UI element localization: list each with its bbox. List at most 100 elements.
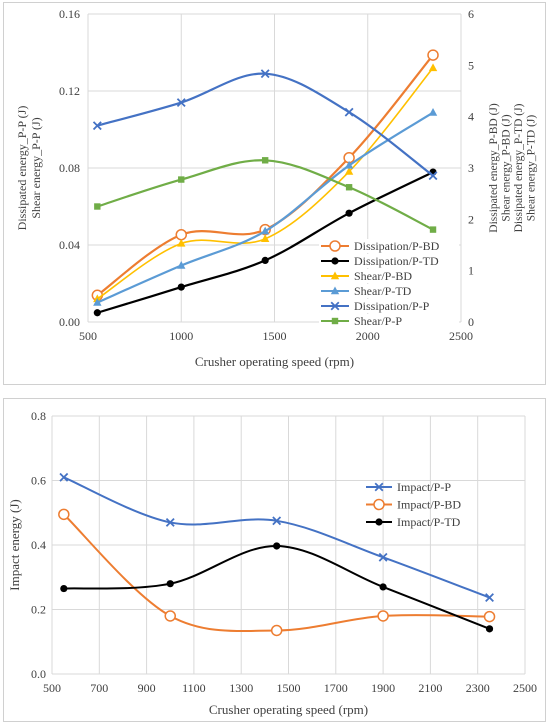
legend-entry: Impact/P-P: [397, 480, 451, 494]
data-point: [378, 552, 388, 562]
tick-labels: 0.00 0.04 0.08 0.12 0.16 0 1 2 3 4 5 6 500 1000 1500 20…: [59, 7, 474, 343]
legend-entry: Dissipation/P-BD: [354, 239, 440, 253]
data-point: [427, 49, 439, 61]
data-point: [176, 98, 186, 107]
y-left-tick-label: 0.16: [59, 7, 80, 21]
y-right-tick-label: 1: [468, 264, 474, 278]
data-point: [483, 610, 496, 623]
y-right-tick-label: 3: [468, 161, 474, 175]
data-point: [261, 157, 269, 164]
data-point: [177, 261, 186, 269]
legend-entry: Impact/P-BD: [397, 498, 461, 512]
x-tick-label: 900: [138, 681, 156, 695]
legend-bg: [319, 239, 459, 253]
x-tick-label: 2500: [513, 681, 537, 695]
bottom-chart-panel: 0.0 0.2 0.4 0.6 0.8 500 700 900 1100 1300 1500 1700…: [3, 398, 546, 722]
x-tick-label: 2100: [418, 681, 442, 695]
legend-marker: [331, 257, 339, 265]
y-tick-label: 0.2: [31, 603, 46, 617]
legend-marker: [373, 498, 385, 511]
x-tick-label: 1900: [371, 681, 395, 695]
data-point: [93, 297, 102, 306]
data-point: [165, 517, 175, 527]
y-left-tick-label: 0.12: [59, 84, 80, 98]
y-right-tick-label: 0: [468, 315, 474, 329]
legend-bg: [319, 314, 459, 328]
legend-marker: [330, 301, 340, 311]
y-right-tick-label: 5: [468, 58, 474, 72]
series-group: [91, 49, 439, 317]
x-tick-label: 2300: [466, 681, 490, 695]
legend-marker: [375, 518, 383, 526]
legend-bg: [319, 284, 459, 298]
x-axis-title: Crusher operating speed (rpm): [195, 354, 354, 369]
y-left-tick-label: 0.08: [59, 161, 80, 175]
x-tick-label: 700: [90, 681, 108, 695]
legend-entry: Impact/P-TD: [397, 515, 461, 529]
impact-energy-chart: 0.0 0.2 0.4 0.6 0.8 500 700 900 1100 1300 1500 1700…: [7, 409, 537, 717]
x-tick-label: 1500: [263, 329, 287, 343]
data-point: [175, 228, 187, 241]
legend: Impact/P-P Impact/P-BD Impact/P-TD: [366, 480, 461, 529]
legend-bg: [319, 269, 459, 283]
gridlines: [87, 13, 462, 323]
legend-entry: Shear/P-TD: [354, 284, 412, 298]
x-tick-label: 500: [43, 681, 61, 695]
data-point: [94, 203, 101, 210]
x-tick-label: 1500: [277, 681, 301, 695]
data-point: [429, 226, 437, 233]
legend-entry: Shear/P-BD: [354, 269, 412, 283]
data-point: [273, 542, 281, 550]
y-right-axis-title: Shear energy_P-BD (J): [501, 114, 513, 221]
legend-marker: [329, 240, 341, 252]
x-tick-label: 1100: [182, 681, 206, 695]
data-point: [93, 309, 101, 317]
data-point: [344, 107, 354, 117]
energy-chart: 0.00 0.04 0.08 0.12 0.16 0 1 2 3 4 5 6 500 1000 1500 20…: [15, 7, 538, 369]
x-tick-label: 1300: [229, 681, 253, 695]
data-point: [344, 167, 354, 175]
y-right-tick-label: 2: [468, 212, 474, 226]
data-point: [60, 584, 68, 593]
y-right-axis-title: Shear energy_P-TD (J): [526, 115, 538, 222]
data-point: [485, 625, 494, 633]
series-line: [63, 544, 490, 630]
top-chart-panel: 0.00 0.04 0.08 0.12 0.16 0 1 2 3 4 5 6 500 1000 1500 20…: [3, 2, 546, 385]
data-point: [178, 176, 185, 183]
data-point: [260, 226, 270, 235]
y-tick-label: 0.0: [31, 667, 46, 681]
data-point: [260, 234, 270, 243]
data-point: [344, 160, 354, 169]
series-line: [96, 159, 434, 231]
data-point: [58, 508, 70, 521]
legend-bg: [319, 254, 459, 268]
legend-marker: [330, 286, 340, 295]
data-point: [379, 583, 387, 591]
data-point: [345, 209, 353, 217]
data-point: [177, 238, 186, 247]
gridlines: [51, 415, 526, 675]
data-point: [270, 624, 283, 637]
data-point: [428, 108, 438, 116]
x-tick-label: 2000: [356, 329, 380, 343]
y-tick-label: 0.6: [31, 474, 46, 488]
y-right-tick-label: 4: [468, 110, 474, 124]
data-point: [377, 610, 389, 622]
data-point: [59, 472, 69, 482]
y-tick-label: 0.4: [31, 538, 46, 552]
legend-entry: Dissipation/P-TD: [354, 254, 439, 268]
data-point: [166, 580, 174, 588]
y-left-tick-label: 0.00: [59, 315, 80, 329]
data-point: [428, 63, 438, 72]
x-tick-label: 500: [79, 329, 97, 343]
data-point: [177, 283, 185, 291]
y-left-axis-title: Shear energy_P-P (J): [29, 117, 43, 218]
x-tick-label: 1000: [169, 329, 193, 343]
y-left-axis-title: Dissipated energy_P-P (J): [15, 106, 29, 231]
data-point: [272, 516, 282, 526]
data-point: [428, 171, 438, 181]
data-point: [92, 121, 102, 131]
y-right-tick-label: 6: [468, 7, 474, 21]
y-left-tick-label: 0.04: [59, 238, 80, 252]
legend-entry: Dissipation/P-P: [354, 299, 430, 313]
